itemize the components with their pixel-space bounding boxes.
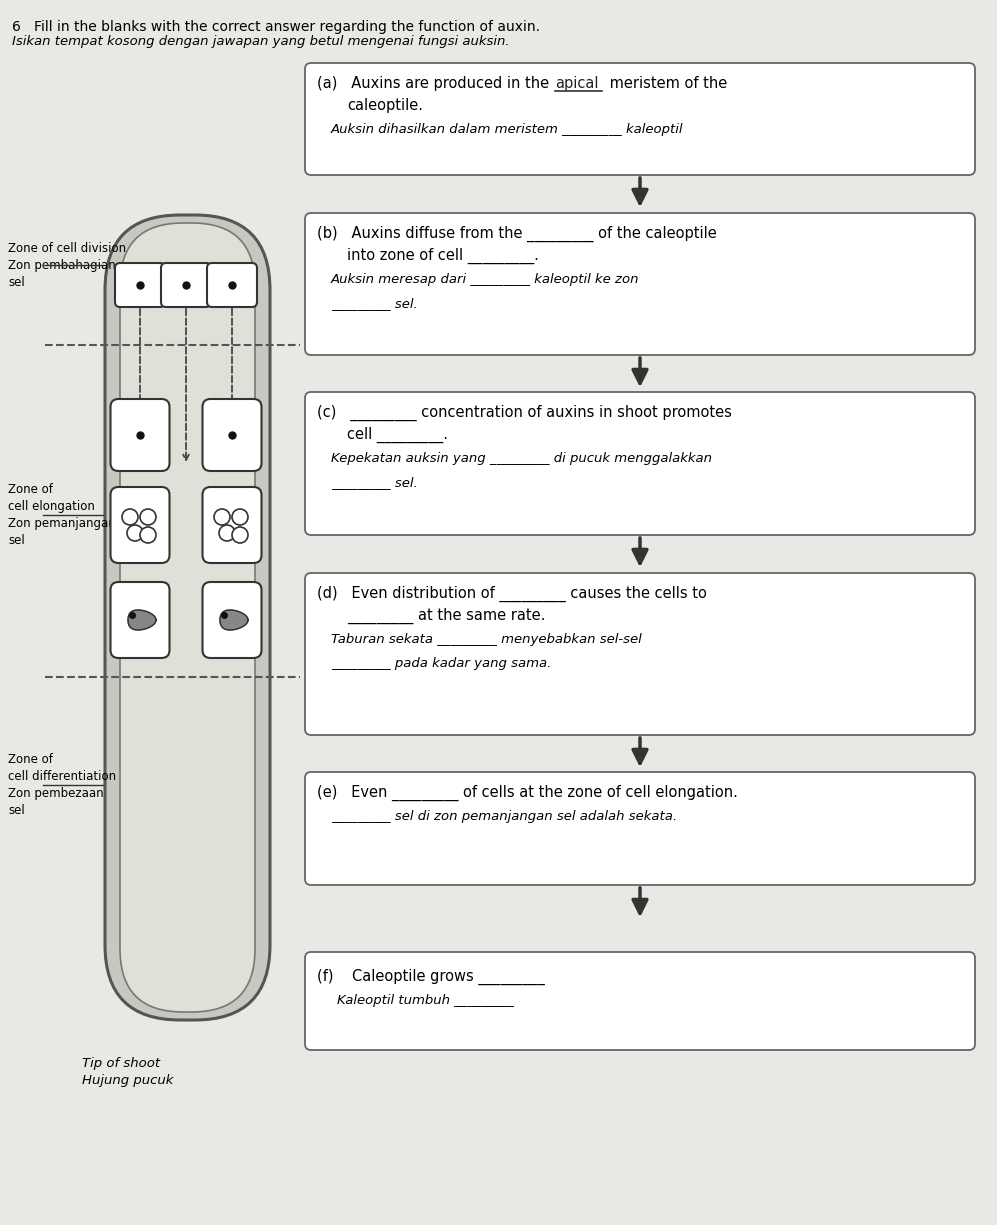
FancyBboxPatch shape [305,952,975,1050]
Text: (c)   _________ concentration of auxins in shoot promotes: (c) _________ concentration of auxins in… [317,405,732,421]
FancyBboxPatch shape [207,263,257,307]
Circle shape [219,526,235,541]
FancyBboxPatch shape [115,263,165,307]
Text: Zone of cell division
Zon pembahagian
sel: Zone of cell division Zon pembahagian se… [8,241,127,289]
Text: Isikan tempat kosong dengan jawapan yang betul mengenai fungsi auksin.: Isikan tempat kosong dengan jawapan yang… [12,36,509,48]
Polygon shape [220,610,248,630]
Text: Tip of shoot
Hujung pucuk: Tip of shoot Hujung pucuk [82,1057,173,1087]
Circle shape [122,510,138,526]
Text: Kaleoptil tumbuh _________: Kaleoptil tumbuh _________ [337,993,513,1007]
Text: (f)    Caleoptile grows _________: (f) Caleoptile grows _________ [317,969,544,985]
Text: Auksin dihasilkan dalam meristem _________ kaleoptil: Auksin dihasilkan dalam meristem _______… [331,122,684,136]
Text: Zone of
cell elongation
Zon pemanjangan
sel: Zone of cell elongation Zon pemanjangan … [8,483,116,548]
Text: Kepekatan auksin yang _________ di pucuk menggalakkan: Kepekatan auksin yang _________ di pucuk… [331,452,712,466]
FancyBboxPatch shape [305,392,975,535]
Text: (e)   Even _________ of cells at the zone of cell elongation.: (e) Even _________ of cells at the zone … [317,785,738,801]
FancyBboxPatch shape [202,488,261,564]
FancyBboxPatch shape [202,582,261,658]
Circle shape [232,527,248,543]
FancyBboxPatch shape [111,399,169,470]
Circle shape [140,510,156,526]
FancyBboxPatch shape [120,223,255,1012]
Text: caleoptile.: caleoptile. [347,98,423,113]
Circle shape [127,526,143,541]
Text: _________ pada kadar yang sama.: _________ pada kadar yang sama. [331,657,551,670]
Text: _________ sel.: _________ sel. [331,477,418,489]
Circle shape [140,527,156,543]
Text: _________ at the same rate.: _________ at the same rate. [347,608,545,625]
FancyBboxPatch shape [305,62,975,175]
Text: apical: apical [555,76,598,91]
Text: _________ sel di zon pemanjangan sel adalah sekata.: _________ sel di zon pemanjangan sel ada… [331,810,677,823]
FancyBboxPatch shape [202,399,261,470]
Circle shape [232,510,248,526]
Text: (a)   Auxins are produced in the: (a) Auxins are produced in the [317,76,553,91]
FancyBboxPatch shape [161,263,211,307]
FancyBboxPatch shape [111,488,169,564]
Text: _________ sel.: _________ sel. [331,296,418,310]
Text: into zone of cell _________.: into zone of cell _________. [347,247,538,265]
Text: meristem of the: meristem of the [605,76,727,91]
Text: Zone of
cell differentiation
Zon pembezaan
sel: Zone of cell differentiation Zon pembeza… [8,753,116,817]
FancyBboxPatch shape [305,573,975,735]
Text: Auksin meresap dari _________ kaleoptil ke zon: Auksin meresap dari _________ kaleoptil … [331,273,639,285]
FancyBboxPatch shape [105,216,270,1020]
Polygon shape [128,610,156,630]
FancyBboxPatch shape [305,772,975,884]
Text: (b)   Auxins diffuse from the _________ of the caleoptile: (b) Auxins diffuse from the _________ of… [317,225,717,243]
FancyBboxPatch shape [305,213,975,355]
Text: cell _________.: cell _________. [347,428,448,443]
FancyBboxPatch shape [111,582,169,658]
Text: Taburan sekata _________ menyebabkan sel-sel: Taburan sekata _________ menyebabkan sel… [331,633,642,646]
Circle shape [214,510,230,526]
Text: 6   Fill in the blanks with the correct answer regarding the function of auxin.: 6 Fill in the blanks with the correct an… [12,20,540,34]
Text: (d)   Even distribution of _________ causes the cells to: (d) Even distribution of _________ cause… [317,586,707,603]
